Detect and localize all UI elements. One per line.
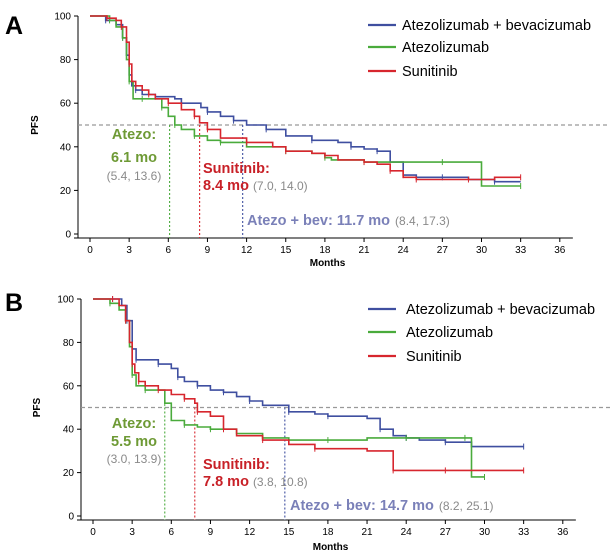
legend-label: Atezolizumab + bevacizumab xyxy=(406,302,595,318)
x-tick-label: 15 xyxy=(283,527,295,538)
y-tick-label: 100 xyxy=(54,12,71,23)
km-curve xyxy=(93,298,524,472)
x-tick-label: 18 xyxy=(319,245,331,256)
median-annotation: 5.5 mo xyxy=(111,434,157,450)
legend-label: Atezolizumab xyxy=(402,40,489,56)
median-annotation: Sunitinib: xyxy=(203,457,270,473)
y-tick-label: 0 xyxy=(68,512,74,523)
x-tick-label: 6 xyxy=(166,245,172,256)
km-curve xyxy=(93,298,524,448)
median-ci: (5.4, 13.6) xyxy=(107,169,162,183)
x-tick-label: 27 xyxy=(437,245,449,256)
median-annotation: Atezo: xyxy=(112,127,156,143)
panel-letter: B xyxy=(5,289,23,317)
legend-label: Atezolizumab xyxy=(406,325,493,341)
x-tick-label: 12 xyxy=(244,527,256,538)
x-tick-label: 12 xyxy=(241,245,253,256)
legend-label: Sunitinib xyxy=(402,64,458,80)
y-tick-label: 20 xyxy=(60,186,72,197)
x-tick-label: 24 xyxy=(398,245,410,256)
x-tick-label: 33 xyxy=(515,245,527,256)
x-tick-label: 30 xyxy=(476,245,488,256)
x-tick-label: 36 xyxy=(554,245,566,256)
median-annotation: 6.1 mo xyxy=(111,150,157,166)
y-tick-label: 0 xyxy=(65,230,71,241)
y-tick-label: 80 xyxy=(60,55,72,66)
x-tick-label: 36 xyxy=(557,527,569,538)
median-annotation: Sunitinib: xyxy=(203,161,270,177)
panel-letter: A xyxy=(5,12,23,40)
x-tick-label: 3 xyxy=(126,245,132,256)
legend-label: Sunitinib xyxy=(406,349,462,365)
x-tick-label: 15 xyxy=(280,245,292,256)
median-annotation: Atezo + bev: 14.7 mo (8.2, 25.1) xyxy=(290,498,494,514)
y-axis-title: PFS xyxy=(32,397,43,417)
x-tick-label: 18 xyxy=(322,527,334,538)
y-tick-label: 20 xyxy=(63,468,75,479)
x-tick-label: 24 xyxy=(401,527,413,538)
median-ci: (3.0, 13.9) xyxy=(107,452,162,466)
median-annotation: Atezo: xyxy=(112,416,156,432)
x-tick-label: 9 xyxy=(205,245,211,256)
y-tick-label: 100 xyxy=(57,295,74,306)
legend-label: Atezolizumab + bevacizumab xyxy=(402,18,591,34)
x-axis-title: Months xyxy=(310,258,346,269)
median-annotation: Atezo + bev: 11.7 mo (8.4, 17.3) xyxy=(247,213,450,229)
x-tick-label: 0 xyxy=(87,245,93,256)
median-annotation: 8.4 mo (7.0, 14.0) xyxy=(203,178,308,194)
x-tick-label: 27 xyxy=(440,527,452,538)
y-tick-label: 40 xyxy=(60,142,72,153)
median-annotation: 7.8 mo (3.8, 10.8) xyxy=(203,474,308,490)
x-tick-label: 21 xyxy=(358,245,370,256)
x-tick-label: 30 xyxy=(479,527,491,538)
x-tick-label: 3 xyxy=(129,527,135,538)
y-tick-label: 80 xyxy=(63,338,75,349)
x-tick-label: 33 xyxy=(518,527,530,538)
y-tick-label: 60 xyxy=(60,99,72,110)
y-tick-label: 40 xyxy=(63,425,75,436)
x-tick-label: 21 xyxy=(361,527,373,538)
x-tick-label: 6 xyxy=(169,527,175,538)
km-curve xyxy=(90,15,521,187)
km-curve xyxy=(90,15,521,181)
y-axis-title: PFS xyxy=(30,115,41,135)
x-tick-label: 9 xyxy=(208,527,214,538)
y-tick-label: 60 xyxy=(63,381,75,392)
x-axis-title: Months xyxy=(313,542,349,553)
x-tick-label: 0 xyxy=(90,527,96,538)
